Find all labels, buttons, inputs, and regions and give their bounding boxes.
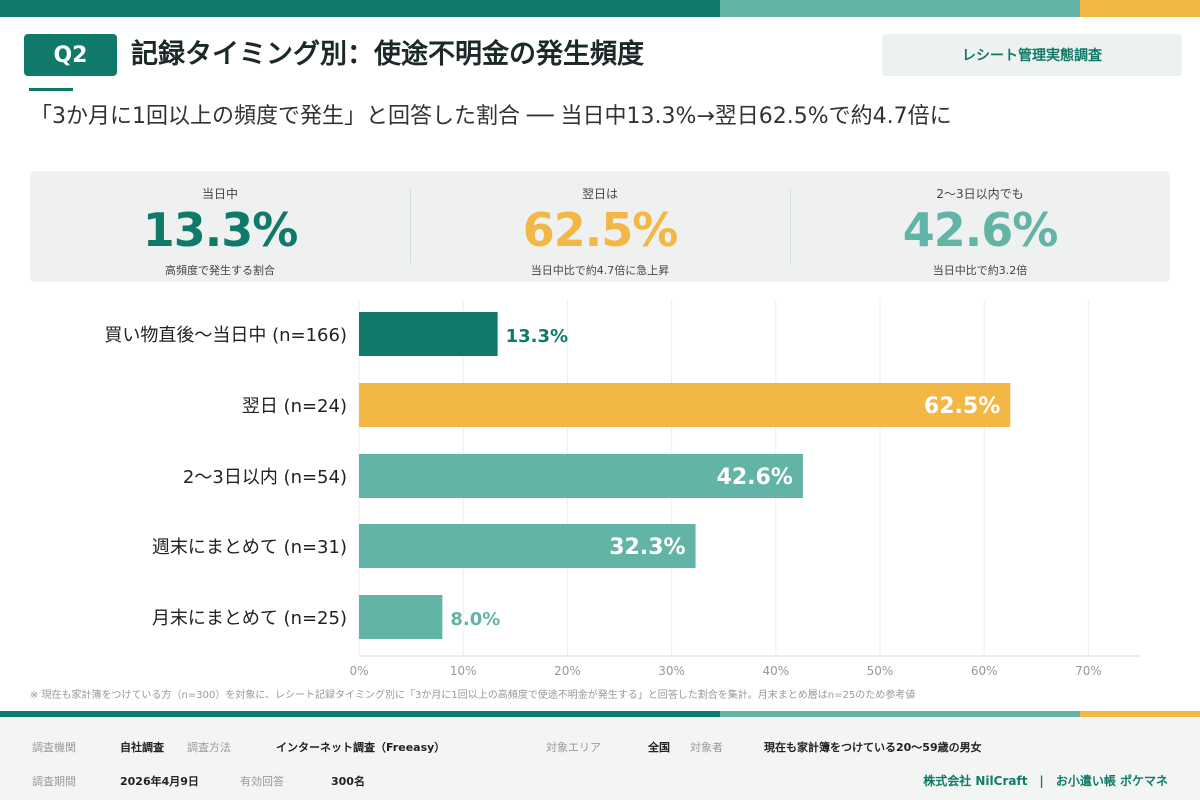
bar bbox=[359, 524, 696, 568]
area-label: 対象エリア bbox=[546, 741, 601, 754]
kpi-card: 当日中 13.3% 高頻度で発生する割合 bbox=[30, 171, 410, 282]
category-label: 2〜3日以内 (n=54) bbox=[183, 467, 347, 488]
survey-info-footer: 調査機関 自社調査 調査方法 インターネット調査（Freeasy） 対象エリア … bbox=[0, 717, 1200, 800]
footer-stripe bbox=[0, 711, 1200, 717]
target-value: 現在も家計簿をつけている20〜59歳の男女 bbox=[764, 741, 982, 754]
value-label: 13.3% bbox=[506, 326, 568, 347]
kpi-panel: 当日中 13.3% 高頻度で発生する割合 翌日は 62.5% 当日中比で約4.7倍に急上… bbox=[30, 171, 1170, 282]
kpi-value: 42.6% bbox=[902, 203, 1059, 257]
bar bbox=[359, 595, 443, 639]
bar bbox=[359, 312, 498, 356]
area-value: 全国 bbox=[648, 741, 670, 754]
category-label: 月末にまとめて (n=25) bbox=[152, 608, 347, 629]
kpi-value: 13.3% bbox=[142, 203, 299, 257]
period-value: 2026年4月9日 bbox=[120, 775, 199, 788]
method-label: 調査方法 bbox=[187, 741, 231, 754]
x-tick-label: 30% bbox=[658, 664, 685, 678]
method-value: インターネット調査（Freeasy） bbox=[276, 741, 446, 754]
period-label: 調査期間 bbox=[32, 775, 76, 788]
x-tick-label: 20% bbox=[554, 664, 581, 678]
value-label: 62.5% bbox=[924, 394, 1000, 419]
org-label: 調査機関 bbox=[32, 741, 76, 754]
value-label: 8.0% bbox=[450, 609, 500, 630]
accent-line bbox=[29, 88, 73, 91]
x-tick-label: 70% bbox=[1075, 664, 1102, 678]
bar bbox=[359, 383, 1011, 427]
org-value: 自社調査 bbox=[120, 741, 164, 754]
brand: 株式会社 NilCraft | お小遣い帳 ポケマネ bbox=[923, 774, 1168, 788]
subtitle: 「3か月に1回以上の頻度で発生」と回答した割合 ── 当日中13.3%→翌日62… bbox=[30, 104, 952, 129]
category-label: 週末にまとめて (n=31) bbox=[152, 537, 347, 558]
kpi-note: 当日中比で約3.2倍 bbox=[932, 264, 1028, 277]
bar-chart: 0% 10% 20% 30% 40% 50% 60% 70% 買い物直後〜当日中 (n=166)… bbox=[104, 300, 1141, 678]
kpi-label: 当日中 bbox=[201, 187, 238, 201]
kpi-note: 高頻度で発生する割合 bbox=[165, 264, 275, 277]
bar bbox=[359, 454, 803, 498]
question-badge: Q2 bbox=[24, 34, 117, 76]
category-label: 買い物直後〜当日中 (n=166) bbox=[104, 325, 347, 346]
page-title: 記録タイミング別：使途不明金の発生頻度 bbox=[131, 39, 644, 70]
responses-value: 300名 bbox=[331, 775, 365, 788]
kpi-card: 翌日は 62.5% 当日中比で約4.7倍に急上昇 bbox=[410, 171, 790, 282]
category-label: 翌日 (n=24) bbox=[242, 396, 347, 417]
kpi-value: 62.5% bbox=[522, 203, 679, 257]
responses-label: 有効回答 bbox=[240, 775, 284, 788]
x-tick-label: 0% bbox=[349, 664, 368, 678]
x-tick-label: 40% bbox=[762, 664, 789, 678]
kpi-label: 翌日は bbox=[581, 187, 618, 201]
kpi-card: 2〜3日以内でも 42.6% 当日中比で約3.2倍 bbox=[790, 171, 1170, 282]
footnote: ※ 現在も家計簿をつけている方（n=300）を対象に、レシート記録タイミング別に… bbox=[30, 690, 916, 701]
kpi-label: 2〜3日以内でも bbox=[936, 187, 1024, 201]
x-tick-label: 10% bbox=[450, 664, 477, 678]
top-stripe bbox=[0, 0, 1200, 17]
x-tick-label: 50% bbox=[867, 664, 894, 678]
survey-tag: レシート管理実態調査 bbox=[882, 34, 1182, 76]
kpi-note: 当日中比で約4.7倍に急上昇 bbox=[530, 264, 670, 277]
value-label: 32.3% bbox=[609, 535, 685, 560]
x-tick-label: 60% bbox=[971, 664, 998, 678]
value-label: 42.6% bbox=[717, 465, 793, 490]
target-label: 対象者 bbox=[690, 741, 723, 754]
